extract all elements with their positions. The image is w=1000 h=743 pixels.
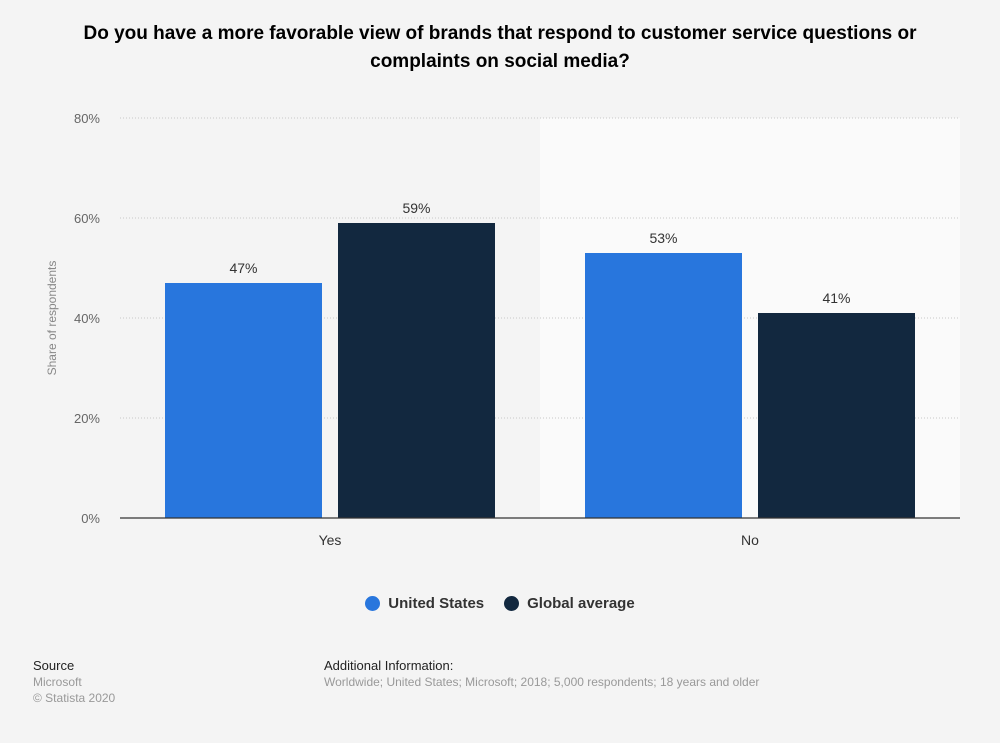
bar [165, 283, 322, 518]
data-label: 47% [229, 260, 257, 276]
y-tick-label: 20% [74, 411, 100, 426]
source-text[interactable]: Microsoft [33, 675, 82, 689]
y-tick-label: 60% [74, 211, 100, 226]
data-label: 53% [649, 230, 677, 246]
chart-title: Do you have a more favorable view of bra… [83, 23, 917, 72]
copyright: © Statista 2020 [33, 691, 116, 705]
y-axis-label: Share of respondents [45, 261, 59, 376]
legend-swatch [504, 596, 520, 611]
source-block: Source Microsoft © Statista 2020 [33, 658, 115, 706]
bar [585, 253, 742, 518]
legend-item-united-states[interactable]: United States [365, 595, 484, 612]
bar [758, 313, 915, 518]
x-tick-label: Yes [319, 532, 342, 548]
legend-label: United States [388, 595, 485, 612]
x-tick-label: No [741, 532, 759, 548]
additional-info-text: Worldwide; United States; Microsoft; 201… [324, 675, 760, 689]
legend-item-global-average[interactable]: Global average [504, 595, 635, 612]
additional-info-block: Additional Information: Worldwide; Unite… [324, 658, 759, 690]
additional-info-heading: Additional Information: [324, 658, 454, 673]
data-label: 41% [822, 290, 850, 306]
y-tick-label: 80% [74, 111, 100, 126]
data-label: 59% [402, 200, 430, 216]
legend-swatch [365, 596, 381, 611]
bar [338, 223, 495, 518]
source-heading: Source [33, 658, 75, 673]
legend-label: Global average [527, 595, 635, 612]
legend: United States Global average [0, 595, 1000, 612]
y-tick-label: 0% [81, 511, 100, 526]
y-tick-label: 40% [74, 311, 100, 326]
